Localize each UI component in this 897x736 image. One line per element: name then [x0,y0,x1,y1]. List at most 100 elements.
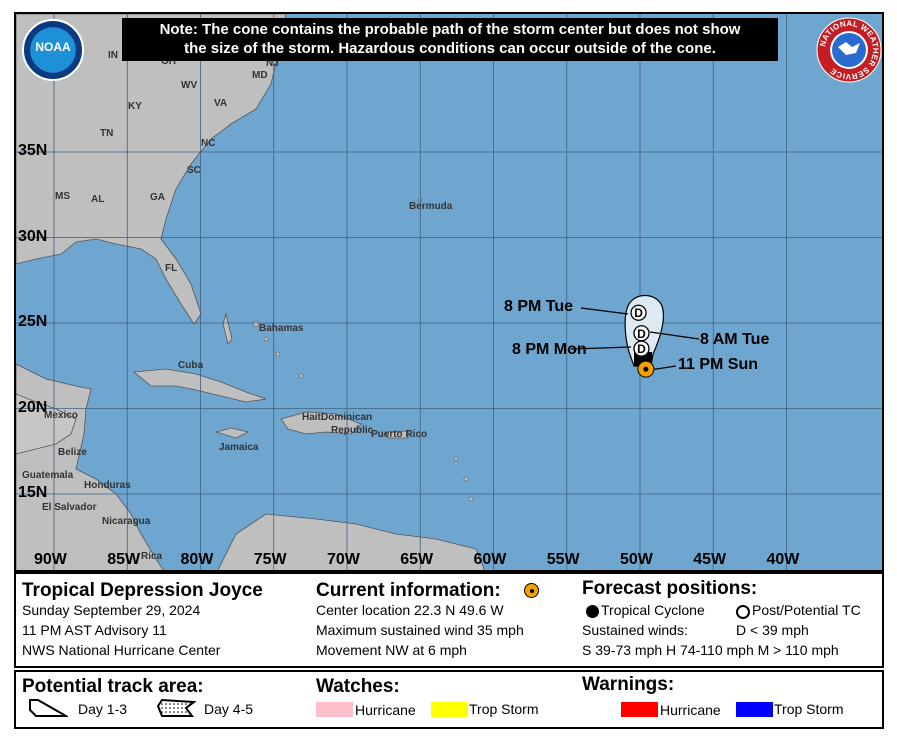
day13-label: Day 1-3 [78,701,128,717]
lat-label: 25N [18,313,48,330]
small-islands [252,198,474,502]
label-ms: MS [55,191,70,202]
forecast-point: D [633,340,650,357]
hurricane-watch-swatch [316,702,353,717]
legend-panel: Potential track area: Day 1-3 Day 4-5 Wa… [14,670,884,729]
lon-label: 80W [180,551,214,568]
ts-warning-label: Trop Storm [774,701,844,717]
label-wv: WV [181,80,198,91]
advisory-date: Sunday September 29, 2024 [22,602,201,618]
hurricane-watch-label: Hurricane [355,702,416,718]
hurricane-warning-label: Hurricane [660,702,721,718]
note-line-1: Note: The cone contains the probable pat… [159,21,741,38]
movement: Movement NW at 6 mph [316,642,467,658]
label-bermuda: Bermuda [409,201,453,212]
lon-label: 40W [766,551,800,568]
label-nc: NC [201,138,216,149]
issuing-center: NWS National Hurricane Center [22,642,221,658]
label-puerto-rico: Puerto Rico [371,429,428,440]
lon-label: 60W [473,551,507,568]
label-mexico: Mexico [44,410,78,421]
map-graphics: DDD [16,14,882,570]
label-sc: SC [187,165,201,176]
label-11pm-sun: 11 PM Sun [678,356,759,373]
leader-lines [570,307,700,371]
advisory-number: 11 PM AST Advisory 11 [22,622,167,638]
tropical-cyclone-icon [586,605,599,618]
post-tc-label: Post/Potential TC [752,602,861,618]
wind-categories: S 39-73 mph H 74-110 mph M > 110 mph [582,642,839,658]
lat-label: 20N [18,398,48,416]
forecast-title: Forecast positions: [582,578,758,599]
label-fl: FL [165,263,178,274]
day45-label: Day 4-5 [204,701,254,717]
lon-label: 55W [546,551,580,568]
label-8pm-mon: 8 PM Mon [512,341,587,358]
center-location: Center location 22.3 N 49.6 W [316,602,504,618]
label-dominican: Dominican [321,412,373,423]
label-bahamas: Bahamas [259,323,304,334]
label-8am-tue: 8 AM Tue [700,331,770,348]
sustained-winds-label: Sustained winds: [582,622,688,638]
lat-label: 15N [18,484,48,501]
forecast-markers: DDD [630,304,655,378]
lon-label: 50W [620,551,653,568]
lon-label: 45W [693,551,727,568]
label-republic: Republic [331,425,374,436]
ts-watch-swatch [431,702,468,717]
max-wind: Maximum sustained wind 35 mph [316,622,524,638]
svg-text:D: D [634,306,643,320]
forecast-point: D [633,325,650,342]
label-8pm-tue: 8 PM Tue [504,298,574,315]
current-position-icon [524,583,539,598]
label-oh: OH [161,56,176,67]
label-guatemala: Guatemala [22,470,74,481]
label-costa-rica: Rica [141,551,163,562]
nws-logo: NATIONAL WEATHER SERVICE [816,17,882,83]
label-honduras: Honduras [84,480,131,491]
day45-cone-icon [156,698,196,717]
ts-warning-swatch [736,702,773,717]
label-nj: NJ [266,58,279,69]
noaa-logo: NOAA [22,19,84,81]
watches-title: Watches: [316,676,400,697]
label-belize: Belize [58,447,87,458]
lon-label: 90W [34,551,67,568]
storm-name: Tropical Depression Joyce [22,580,263,601]
info-panel: Tropical Depression Joyce Sunday Septemb… [14,572,884,668]
note-line-2: the size of the storm. Hazardous conditi… [184,40,716,57]
label-haiti: Haiti [302,412,324,423]
label-jamaica: Jamaica [219,442,259,453]
label-el-salvador: El Salvador [42,502,97,513]
track-area-title: Potential track area: [22,676,204,697]
label-va: VA [214,98,228,109]
day13-cone-icon [29,699,68,717]
label-al: AL [91,194,105,205]
label-md: MD [252,70,268,81]
cone-note: Note: The cone contains the probable pat… [122,18,778,61]
noaa-logo-text: NOAA [35,40,71,54]
svg-text:D: D [637,342,646,356]
current-info-title: Current information: [316,580,501,601]
post-tc-icon [736,605,750,619]
hurricane-warning-swatch [621,702,658,717]
svg-text:D: D [637,327,646,341]
label-ga: GA [150,192,165,203]
tropical-cyclone-label: Tropical Cyclone [601,602,705,618]
warnings-title: Warnings: [582,674,675,695]
label-nicaragua: Nicaragua [102,516,151,527]
label-tn: TN [100,128,114,139]
forecast-point: D [630,304,647,321]
lat-label: 35N [18,142,48,159]
label-cuba: Cuba [178,360,203,371]
label-in: IN [108,50,118,61]
lat-lon-grid [16,14,882,570]
depression-wind-range: D < 39 mph [736,622,809,638]
lon-label: 75W [253,551,287,568]
lat-label: 30N [18,227,48,245]
lon-label: 70W [327,551,360,568]
lon-label: 85W [107,551,141,568]
land [16,14,485,570]
ts-watch-label: Trop Storm [469,701,539,717]
